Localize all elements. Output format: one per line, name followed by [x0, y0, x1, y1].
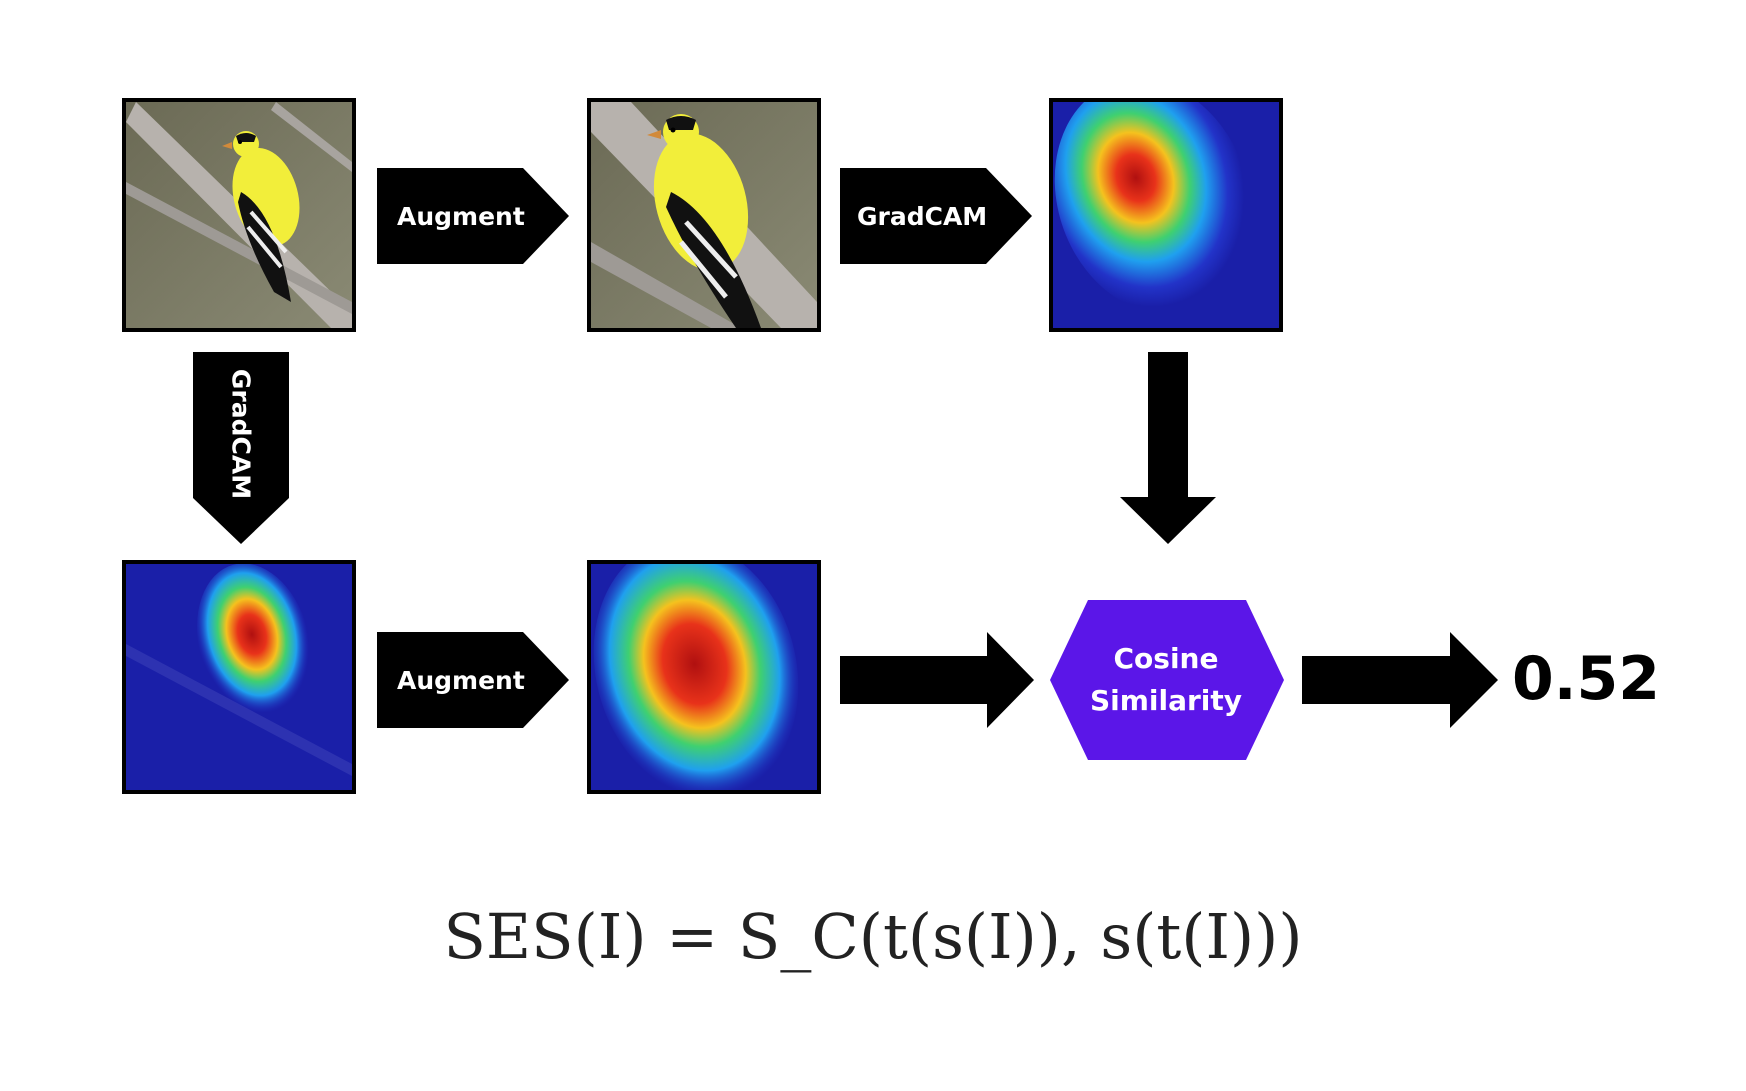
heatmap	[126, 564, 352, 790]
augmented-bird-image	[587, 98, 821, 332]
heatmap	[591, 564, 817, 790]
ses-formula: SES(I) = S_C(t(s(I)), s(t(I)))	[0, 900, 1746, 973]
bird-photo	[126, 102, 352, 328]
gradcam-arrow-top: GradCAM	[840, 168, 1032, 264]
similarity-line-1: Cosine	[1113, 642, 1219, 675]
bird-photo-zoomed	[591, 102, 817, 328]
similarity-score: 0.52	[1512, 644, 1661, 714]
cosine-similarity-hexagon	[1050, 600, 1284, 760]
augment-arrow-bottom: Augment	[377, 632, 569, 728]
arrow-shape	[377, 632, 569, 728]
augment-label: Augment	[397, 665, 525, 695]
arrow-shape	[193, 352, 289, 544]
gradcam-of-original	[122, 560, 356, 794]
gradcam-label-vertical: GradCAM	[226, 368, 256, 500]
gradcam-of-augmented	[1049, 98, 1283, 332]
gradcam-label: GradCAM	[857, 201, 988, 231]
gradcam-arrow-left: GradCAM	[193, 352, 289, 544]
arrow-shape	[840, 168, 1032, 264]
similarity-line-2: Similarity	[1089, 684, 1243, 717]
formula-text: SES(I) = S_C(t(s(I)), s(t(I)))	[443, 900, 1303, 973]
augment-label: Augment	[397, 201, 525, 231]
down-arrow	[1120, 352, 1216, 544]
heatmap	[1053, 102, 1279, 328]
augmented-gradcam	[587, 560, 821, 794]
right-arrow-to-similarity	[840, 632, 1034, 728]
original-bird-image	[122, 98, 356, 332]
right-arrow-to-result	[1302, 632, 1498, 728]
augment-arrow-top: Augment	[377, 168, 569, 264]
cosine-similarity-label: Cosine Similarity	[1046, 600, 1286, 760]
arrow-shape	[377, 168, 569, 264]
